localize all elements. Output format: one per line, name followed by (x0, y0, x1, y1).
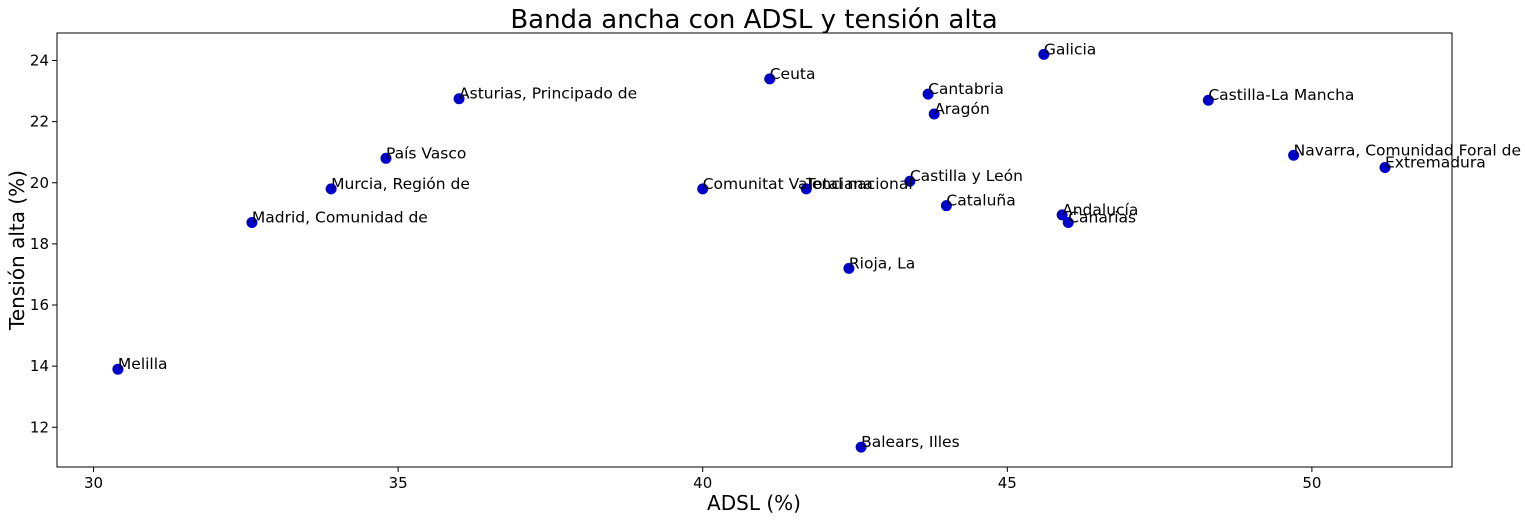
scatter-point (1379, 161, 1391, 173)
x-tick-label: 45 (998, 474, 1017, 492)
scatter-point (1062, 216, 1074, 228)
point-label: Asturias, Principado de (459, 85, 637, 103)
scatter-point (1202, 94, 1214, 106)
point-label: Andalucía (1062, 201, 1138, 219)
scatter-point (764, 73, 776, 85)
scatter-point (697, 183, 709, 195)
point-label: Canarias (1068, 208, 1136, 226)
point-label: Ceuta (770, 65, 816, 83)
x-tick-label: 30 (84, 474, 103, 492)
point-label: Madrid, Comunidad de (252, 208, 428, 226)
chart-title: Banda ancha con ADSL y tensión alta (510, 5, 997, 35)
point-label: Balears, Illes (861, 433, 960, 451)
scatter-point (922, 88, 934, 100)
point-label: Murcia, Región de (331, 175, 470, 193)
point-label: Galicia (1044, 40, 1096, 58)
scatter-point (325, 183, 337, 195)
point-label: Cataluña (946, 192, 1015, 210)
point-label: Castilla y León (910, 167, 1023, 185)
y-tick-label: 14 (30, 357, 49, 375)
scatter-point (800, 183, 812, 195)
y-axis: 12 14 16 18 20 22 24 (30, 52, 57, 436)
data-labels: Galicia Ceuta Cantabria Asturias, Principad… (118, 40, 1521, 451)
scatter-point (1038, 48, 1050, 60)
point-label: Castilla-La Mancha (1208, 86, 1354, 104)
y-tick-label: 16 (30, 296, 49, 314)
y-tick-label: 24 (30, 52, 49, 70)
x-tick-label: 50 (1302, 474, 1321, 492)
point-label: Extremadura (1385, 153, 1486, 171)
point-label: Cantabria (928, 80, 1004, 98)
scatter-point (1288, 149, 1300, 161)
scatter-point (380, 152, 392, 164)
scatter-point (940, 200, 952, 212)
scatter-point (843, 262, 855, 274)
scatter-point (112, 363, 124, 375)
point-label: Aragón (934, 100, 990, 118)
y-axis-label: Tensión alta (%) (5, 170, 29, 331)
x-axis: 30 35 40 45 50 (84, 467, 1321, 492)
data-points (112, 48, 1391, 453)
x-tick-label: 40 (693, 474, 712, 492)
scatter-point (855, 441, 867, 453)
y-tick-label: 22 (30, 113, 49, 131)
scatter-point (1056, 209, 1068, 221)
scatter-point (904, 175, 916, 187)
point-label: Rioja, La (849, 254, 915, 272)
point-label: Navarra, Comunidad Foral de (1294, 141, 1521, 159)
point-label: Melilla (118, 355, 168, 373)
y-tick-label: 12 (30, 418, 49, 436)
y-tick-label: 18 (30, 235, 49, 253)
x-axis-label: ADSL (%) (707, 491, 801, 515)
scatter-point (246, 216, 258, 228)
scatter-point (928, 108, 940, 120)
plot-area (56, 32, 1453, 468)
point-label: Comunitat Valenciana (703, 175, 873, 193)
point-label: Total nacional (805, 175, 912, 193)
x-tick-label: 35 (389, 474, 408, 492)
point-label: País Vasco (386, 144, 466, 162)
scatter-point (453, 93, 465, 105)
y-tick-label: 20 (30, 174, 49, 192)
